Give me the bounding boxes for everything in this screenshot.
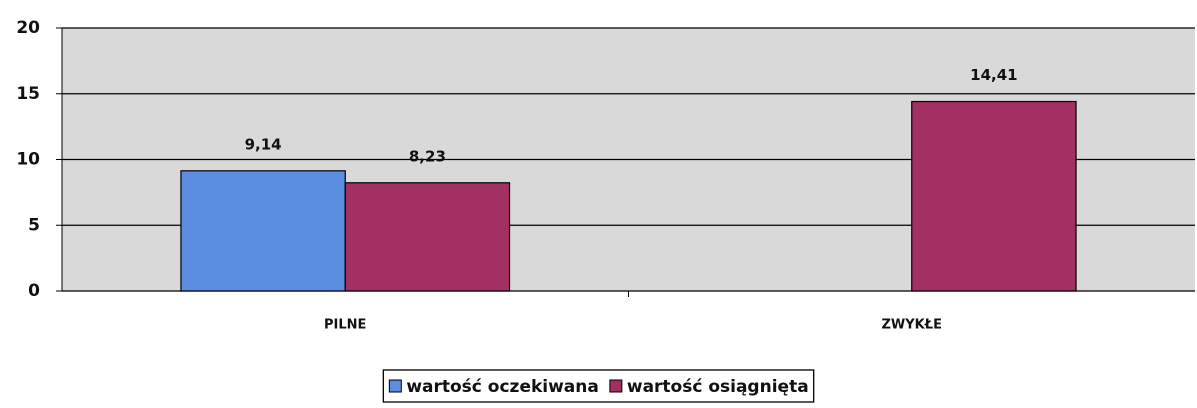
x-tick-label: ZWYKŁE [882,318,942,333]
y-tick-label: 10 [16,150,40,170]
bar [344,182,511,292]
value-label: 14,41 [970,66,1017,84]
legend-box [382,369,815,403]
legend-label: wartość oczekiwana [406,377,599,397]
legend-swatch [609,379,623,393]
legend-label: wartość osiągnięta [627,377,809,397]
x-tick-label: PILNE [324,318,366,333]
y-tick-label: 5 [28,215,40,235]
y-tick-label: 20 [16,18,40,38]
value-label: 8,23 [409,147,446,165]
bar [911,100,1077,292]
bar [180,170,346,292]
y-tick-label: 15 [16,84,40,104]
y-tick-label: 0 [28,281,40,301]
legend: wartość oczekiwana wartość osiągnięta [382,369,815,403]
value-label: 9,14 [245,135,282,153]
legend-swatch [388,379,402,393]
